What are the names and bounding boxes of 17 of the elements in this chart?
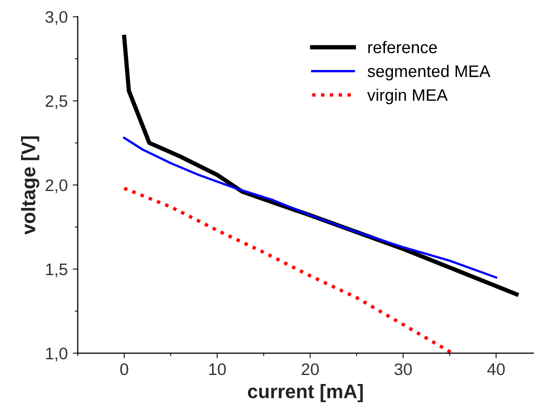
x-tick-label: 0 <box>120 363 128 376</box>
y-tick-label: 1,5 <box>46 264 68 278</box>
y-tick-label: 2,5 <box>46 95 68 110</box>
x-axis-title: current [mA] <box>248 384 363 402</box>
legend-label: virgin MEA <box>367 88 448 104</box>
x-tick-label: 10 <box>209 363 226 376</box>
y-tick-label: 1,0 <box>46 348 68 362</box>
line-series <box>123 136 498 279</box>
y-tick-label: 2,0 <box>46 179 68 194</box>
x-tick-label: 20 <box>302 363 319 376</box>
y-tick-label: 3,0 <box>45 11 68 25</box>
x-tick-label: 40 <box>487 363 505 376</box>
legend-label: segmented MEA <box>368 64 490 80</box>
legend-label: reference <box>368 41 437 54</box>
line-series <box>122 186 454 354</box>
x-tick-label: 30 <box>394 363 412 376</box>
y-axis-title: voltage [V] <box>21 136 40 235</box>
